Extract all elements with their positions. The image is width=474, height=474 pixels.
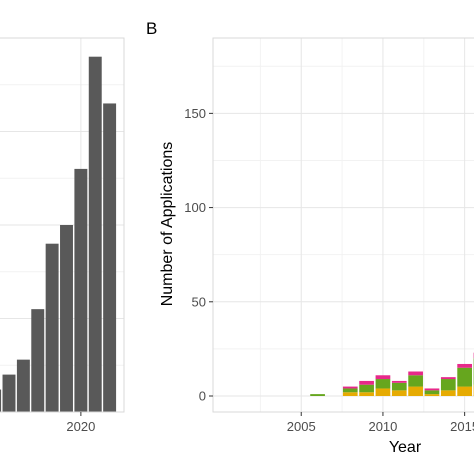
panel-b-x-axis-title: Year <box>389 439 422 456</box>
panel-b-bar-segment <box>342 388 358 393</box>
panel-b-gridlines <box>213 38 474 412</box>
panel-a-bar <box>74 168 88 412</box>
panel-b-bar-segment <box>391 390 407 396</box>
panel-b: B 0 50 100 150 2005 2010 2015 Number of Appli… <box>146 19 474 456</box>
panel-a-bar <box>2 374 16 412</box>
panel-a-bar <box>103 103 117 412</box>
panel-b-y-ticks: 0 50 100 150 <box>184 106 213 404</box>
panel-b-bar-segment <box>359 380 374 385</box>
panel-a-bar <box>60 225 73 412</box>
panel-b-border <box>212 37 474 413</box>
panel-b-bar-segment <box>359 392 374 396</box>
panel-a-x-tick-label: 2020 <box>66 419 95 434</box>
panel-a-bar <box>0 389 2 412</box>
panel-b-background <box>213 38 474 412</box>
panel-b-bar-segment <box>359 384 374 393</box>
panel-b-label: B <box>146 19 157 38</box>
panel-b-x-ticks: 2005 2010 2015 <box>287 412 474 434</box>
panel-b-bar-segment <box>440 390 456 396</box>
panel-a-bars <box>0 56 117 412</box>
panel-b-y-axis-title: Number of Applications <box>159 142 176 307</box>
panel-a-bar <box>31 309 45 412</box>
panel-b-y-tick-label: 100 <box>184 200 206 215</box>
panel-b-x-tick-label: 2005 <box>287 419 316 434</box>
panel-b-bar-segment <box>440 379 456 391</box>
panel-b-bar-segment <box>375 375 391 380</box>
panel-b-bar-segment <box>408 375 423 387</box>
panel-b-bar-segment <box>457 363 472 368</box>
panel-b-bar-segment <box>408 371 423 376</box>
panel-a-bar <box>16 359 30 412</box>
panel-a-border <box>0 37 125 413</box>
panel-a-x-ticks: 2020 <box>66 412 95 434</box>
panel-b-bar-segment <box>440 377 456 380</box>
panel-b-bar-segment <box>375 388 391 396</box>
panel-a-bar <box>88 56 102 412</box>
panel-b-bar-segment <box>375 379 391 389</box>
panel-b-bar-segment <box>310 394 325 396</box>
panel-b-bar-segment <box>391 382 407 391</box>
panel-b-bar-segment <box>408 386 423 396</box>
panel-b-bar-segment <box>342 392 358 396</box>
panel-b-bar-segment <box>424 390 440 395</box>
panel-b-bar-segment <box>342 386 358 389</box>
panel-b-x-tick-label: 2010 <box>368 419 397 434</box>
panel-b-bar-segment <box>424 388 440 391</box>
panel-b-bars <box>310 352 474 396</box>
panel-b-bar-segment <box>424 394 440 396</box>
panel-a: 2020 <box>0 37 125 434</box>
panel-b-y-tick-label: 150 <box>184 106 206 121</box>
panel-b-x-tick-label: 2015 <box>450 419 474 434</box>
panel-a-bar <box>45 243 59 412</box>
panel-b-bar-segment <box>457 386 472 396</box>
panel-b-bar-segment <box>457 367 472 387</box>
panel-b-bar-segment <box>391 380 407 383</box>
panel-b-y-tick-label: 50 <box>192 294 206 309</box>
panel-b-y-tick-label: 0 <box>199 389 206 404</box>
